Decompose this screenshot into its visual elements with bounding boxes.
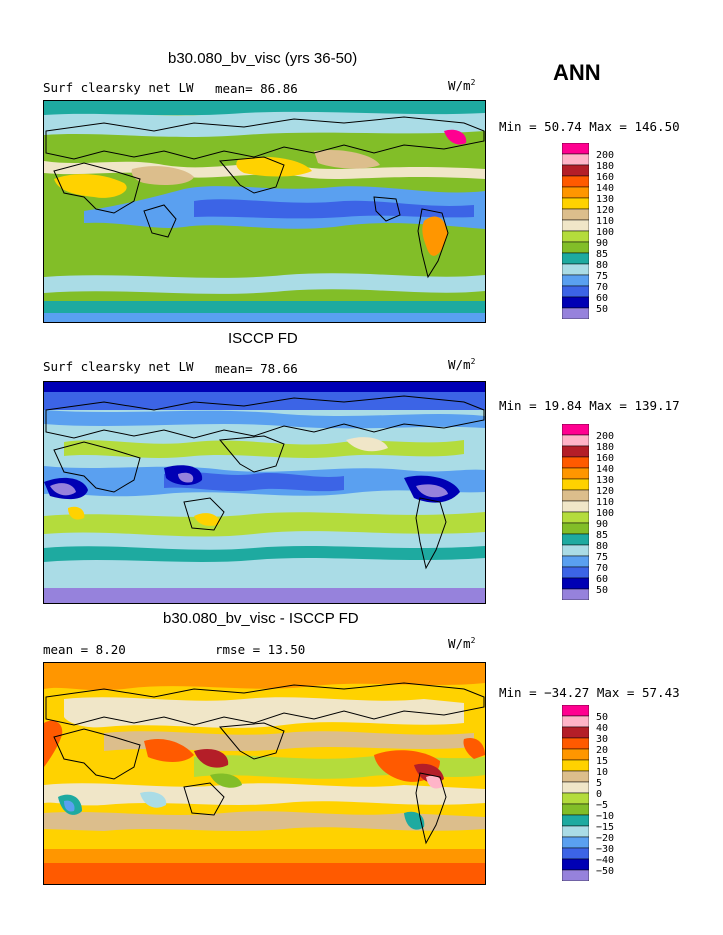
panel-1-colorbar bbox=[562, 143, 589, 319]
panel-3-colorbar-labels: 50 40 30 20 15 10 5 0 −5 −10 −15 −20 −30… bbox=[596, 712, 614, 877]
panel-2-mean-label: mean= 78.66 bbox=[215, 361, 298, 376]
colorbar-tick-label: −20 bbox=[596, 833, 615, 844]
colorbar-tick-label: 120 bbox=[596, 486, 615, 497]
panel-1-mean-label: mean= 86.86 bbox=[215, 81, 298, 96]
colorbar-tick-label: 200 bbox=[596, 150, 615, 161]
panel-1-variable-label: Surf clearsky net LW bbox=[43, 80, 194, 95]
colorbar-tick-label: 50 bbox=[596, 585, 609, 596]
panel-3-map-field bbox=[44, 663, 485, 884]
colorbar-tick-label: 130 bbox=[596, 194, 615, 205]
colorbar-tick-label: 75 bbox=[596, 552, 609, 563]
panel-2-minmax: Min = 19.84 Max = 139.17 bbox=[499, 398, 680, 413]
colorbar-tick-label: 100 bbox=[596, 508, 615, 519]
panel-1-units: W/m2 bbox=[448, 78, 476, 94]
colorbar-tick-label: 110 bbox=[596, 497, 615, 508]
panel-3-map bbox=[43, 662, 486, 885]
colorbar-tick-label: 40 bbox=[596, 723, 609, 734]
colorbar-tick-label: 10 bbox=[596, 767, 609, 778]
colorbar-tick-label: 0 bbox=[596, 789, 603, 800]
panel-3-rmse-label: rmse = 13.50 bbox=[215, 642, 306, 657]
colorbar-tick-label: 15 bbox=[596, 756, 609, 767]
colorbar-tick-label: −30 bbox=[596, 844, 615, 855]
colorbar-tick-label: 90 bbox=[596, 519, 609, 530]
colorbar-tick-label: 180 bbox=[596, 442, 615, 453]
colorbar-tick-label: 75 bbox=[596, 271, 609, 282]
colorbar-tick-label: 60 bbox=[596, 293, 609, 304]
panel-1-map-field bbox=[44, 101, 485, 322]
panel-1-colorbar-swatches bbox=[562, 143, 589, 319]
panel-3-colorbar-swatches bbox=[562, 705, 589, 881]
colorbar-tick-label: −10 bbox=[596, 811, 615, 822]
colorbar-tick-label: −50 bbox=[596, 866, 615, 877]
panel-3-minmax: Min = −34.27 Max = 57.43 bbox=[499, 685, 680, 700]
panel-2-colorbar bbox=[562, 424, 589, 600]
colorbar-tick-label: 85 bbox=[596, 249, 609, 260]
panel-3-title: b30.080_bv_visc - ISCCP FD bbox=[163, 610, 359, 627]
colorbar-tick-label: 160 bbox=[596, 172, 615, 183]
colorbar-tick-label: 50 bbox=[596, 712, 609, 723]
colorbar-tick-label: 110 bbox=[596, 216, 615, 227]
panel-2-variable-label: Surf clearsky net LW bbox=[43, 359, 194, 374]
panel-2-colorbar-swatches bbox=[562, 424, 589, 600]
colorbar-tick-label: 20 bbox=[596, 745, 609, 756]
colorbar-tick-label: −15 bbox=[596, 822, 615, 833]
colorbar-tick-label: 120 bbox=[596, 205, 615, 216]
panel-2-title: ISCCP FD bbox=[228, 330, 298, 347]
colorbar-tick-label: −40 bbox=[596, 855, 615, 866]
colorbar-tick-label: 200 bbox=[596, 431, 615, 442]
colorbar-tick-label: 30 bbox=[596, 734, 609, 745]
colorbar-tick-label: 100 bbox=[596, 227, 615, 238]
panel-1-colorbar-labels: 200 180 160 140 130 120 110 100 90 85 80… bbox=[596, 150, 614, 315]
season-label: ANN bbox=[553, 60, 601, 85]
panel-1-map bbox=[43, 100, 486, 323]
colorbar-tick-label: 70 bbox=[596, 282, 609, 293]
colorbar-tick-label: 180 bbox=[596, 161, 615, 172]
colorbar-tick-label: −5 bbox=[596, 800, 609, 811]
colorbar-tick-label: 130 bbox=[596, 475, 615, 486]
colorbar-tick-label: 60 bbox=[596, 574, 609, 585]
panel-3-mean-label: mean = 8.20 bbox=[43, 642, 126, 657]
panel-2-units: W/m2 bbox=[448, 357, 476, 373]
colorbar-tick-label: 90 bbox=[596, 238, 609, 249]
panel-2-map bbox=[43, 381, 486, 604]
colorbar-tick-label: 70 bbox=[596, 563, 609, 574]
colorbar-tick-label: 140 bbox=[596, 183, 615, 194]
colorbar-tick-label: 50 bbox=[596, 304, 609, 315]
panel-3-units: W/m2 bbox=[448, 636, 476, 652]
colorbar-tick-label: 140 bbox=[596, 464, 615, 475]
panel-1-title: b30.080_bv_visc (yrs 36-50) bbox=[168, 50, 358, 67]
panel-1-minmax: Min = 50.74 Max = 146.50 bbox=[499, 119, 680, 134]
panel-2-map-field bbox=[44, 382, 485, 603]
panel-2-colorbar-labels: 200 180 160 140 130 120 110 100 90 85 80… bbox=[596, 431, 614, 596]
colorbar-tick-label: 5 bbox=[596, 778, 603, 789]
colorbar-tick-label: 85 bbox=[596, 530, 609, 541]
colorbar-tick-label: 80 bbox=[596, 260, 609, 271]
panel-3-colorbar bbox=[562, 705, 589, 881]
colorbar-tick-label: 160 bbox=[596, 453, 615, 464]
colorbar-tick-label: 80 bbox=[596, 541, 609, 552]
